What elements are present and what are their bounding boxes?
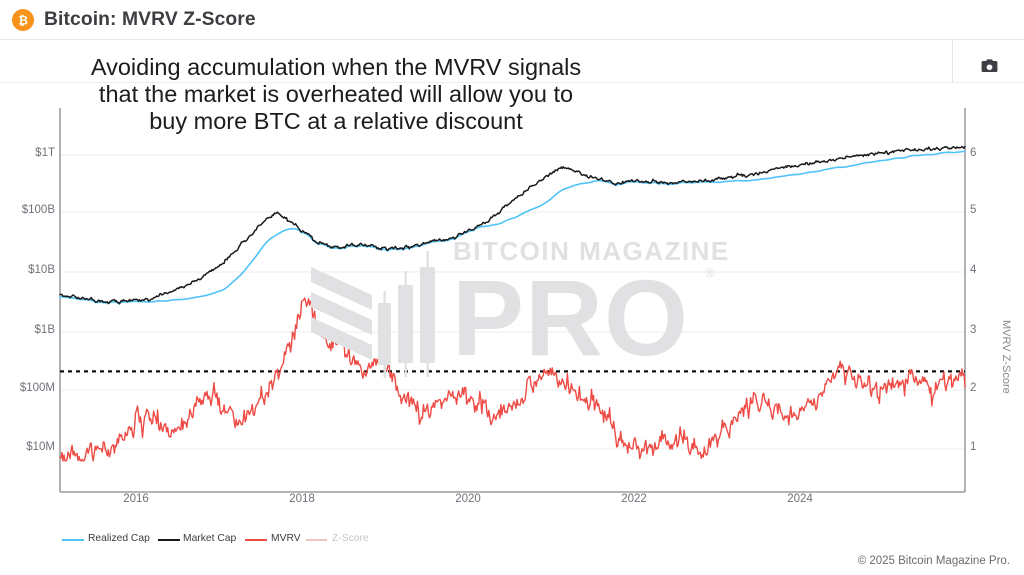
svg-text:₿: ₿ xyxy=(18,14,28,27)
svg-text:MVRV Z-Score: MVRV Z-Score xyxy=(1000,320,1012,394)
